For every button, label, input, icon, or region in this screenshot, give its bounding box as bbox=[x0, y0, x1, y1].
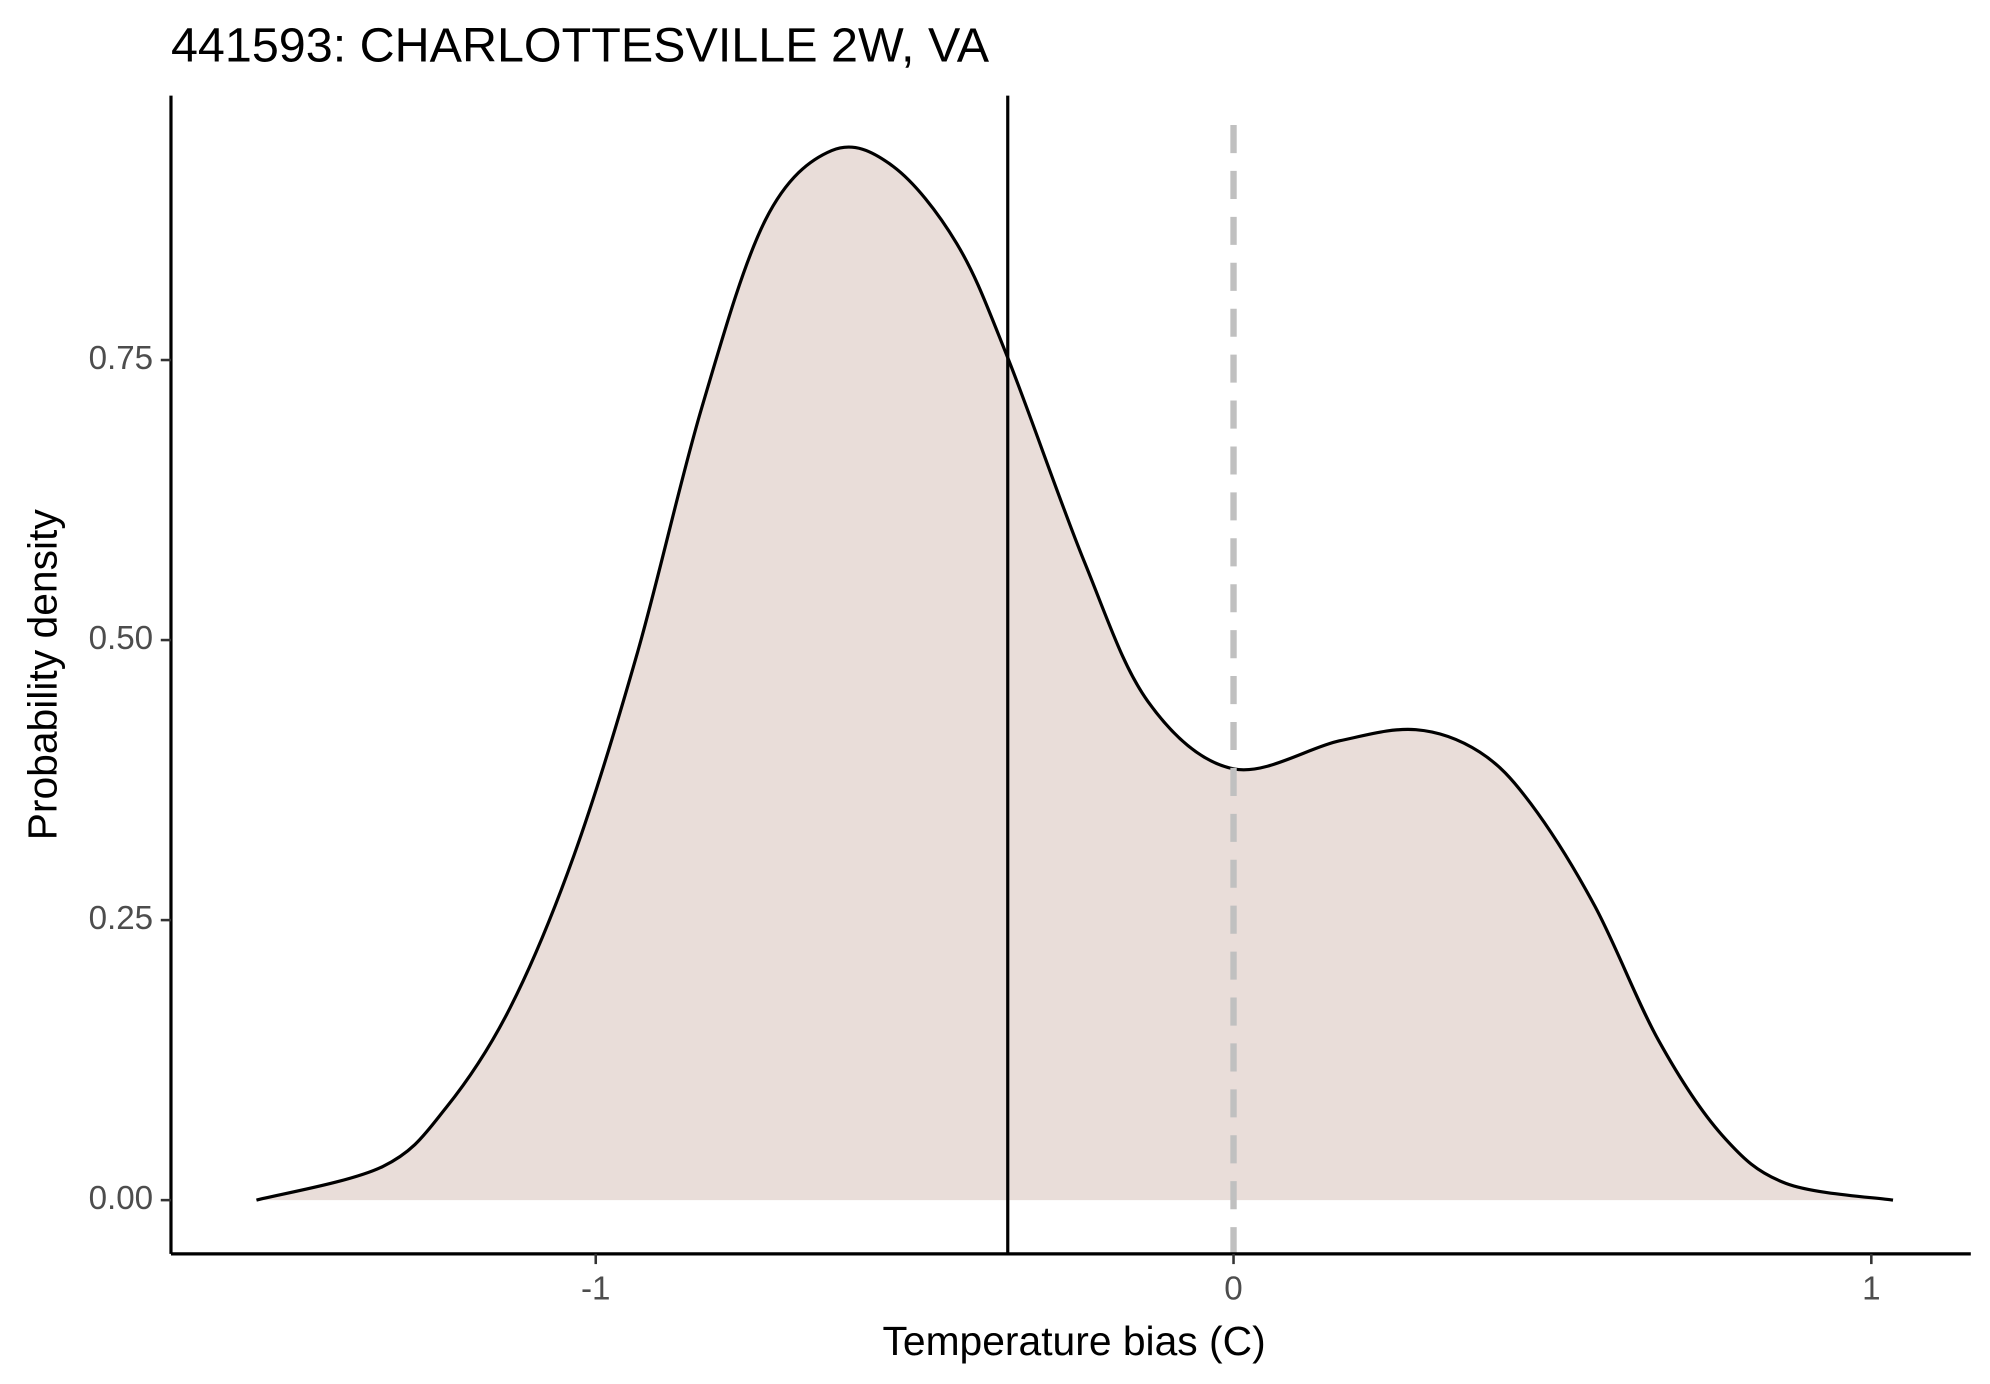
density-area bbox=[256, 147, 1894, 1201]
y-tick-label: 0.50 bbox=[89, 620, 154, 657]
chart-title: 441593: CHARLOTTESVILLE 2W, VA bbox=[171, 18, 990, 72]
y-tick-label: 0.25 bbox=[89, 900, 154, 937]
x-tick-label: 0 bbox=[1224, 1271, 1242, 1308]
x-axis-label: Temperature bias (C) bbox=[882, 1318, 1265, 1364]
y-tick-label: 0.00 bbox=[89, 1180, 154, 1217]
y-axis-label: Probability density bbox=[20, 509, 66, 841]
y-tick-label: 0.75 bbox=[89, 340, 154, 377]
x-tick-label: 1 bbox=[1862, 1271, 1880, 1308]
x-tick-label: -1 bbox=[581, 1271, 610, 1308]
